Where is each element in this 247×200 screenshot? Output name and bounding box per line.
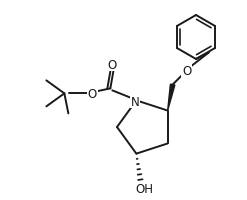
Text: N: N [131,95,140,108]
Text: O: O [182,65,191,78]
Polygon shape [168,85,175,111]
Text: O: O [88,87,97,100]
Text: OH: OH [135,182,153,195]
Text: O: O [108,59,117,72]
